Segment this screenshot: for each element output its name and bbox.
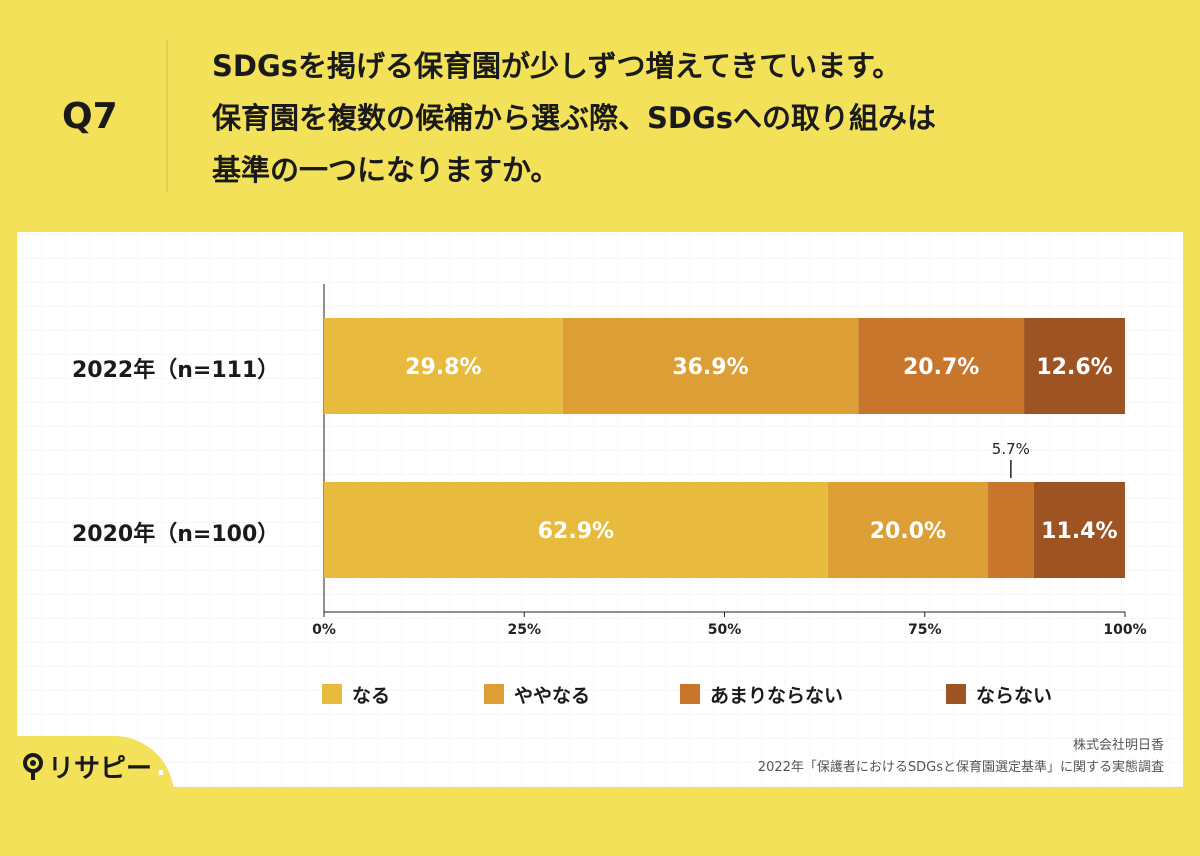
- question-line-3: 基準の一つになりますか。: [212, 153, 560, 187]
- question-line-1: SDGsを掲げる保育園が少しずつ増えてきています。: [212, 49, 902, 83]
- data-label-1-1: 20.0%: [870, 519, 946, 544]
- credit-company: 株式会社明日香: [1072, 738, 1164, 753]
- legend-item-naranai: ならない: [946, 682, 1053, 707]
- legend-swatch-amarinaranai: [680, 684, 700, 704]
- legend-item-yayanaru: ややなる: [484, 682, 591, 707]
- bar-segment-0-2: [858, 318, 1025, 414]
- legend-label-yayanaru: ややなる: [514, 684, 591, 707]
- bar-segment-0-0: [324, 318, 563, 414]
- legend-label-amarinaranai: あまりならない: [710, 684, 844, 707]
- risapi-logo: リサピー .: [22, 748, 166, 785]
- pin-icon: [23, 752, 43, 780]
- x-tick-label-3: 75%: [908, 622, 942, 638]
- row-label-2022: 2022年（n=111）: [72, 358, 280, 383]
- question-text: SDGsを掲げる保育園が少しずつ増えてきています。 保育園を複数の候補から選ぶ際…: [212, 40, 1152, 196]
- x-tick-label-1: 25%: [507, 622, 541, 638]
- legend-swatch-yayanaru: [484, 684, 504, 704]
- data-label-0-1: 36.9%: [672, 355, 748, 380]
- logo-text: リサピー: [48, 754, 153, 784]
- question-number: Q7: [62, 96, 118, 137]
- bar-segment-1-0: [324, 482, 828, 578]
- data-label-0-0: 29.8%: [405, 355, 481, 380]
- bar-segment-0-3: [1024, 318, 1125, 414]
- data-label-0-2: 20.7%: [903, 355, 979, 380]
- data-label-1-0: 62.9%: [538, 519, 614, 544]
- stacked-bar-chart: 0% 25% 50% 75% 100% 29.8% 36.9% 20.7% 12.6% 62.9%…: [312, 284, 1147, 638]
- legend-swatch-naranai: [946, 684, 966, 704]
- row-label-2020: 2020年（n=100）: [72, 522, 280, 547]
- question-line-2: 保育園を複数の候補から選ぶ際、SDGsへの取り組みは: [212, 101, 937, 135]
- data-label-1-2: 5.7%: [992, 440, 1030, 458]
- legend-label-naru: なる: [352, 684, 391, 707]
- x-tick-label-4: 100%: [1103, 622, 1146, 638]
- credit-survey: 2022年「保護者におけるSDGsと保育園選定基準」に関する実態調査: [757, 760, 1164, 775]
- legend-item-amarinaranai: あまりならない: [680, 682, 844, 707]
- x-tick-label-0: 0%: [312, 622, 336, 638]
- logo-dot: .: [156, 751, 166, 782]
- legend-swatch-naru: [322, 684, 342, 704]
- data-label-1-3: 11.4%: [1041, 519, 1117, 544]
- bar-segment-1-2: [988, 482, 1034, 578]
- x-tick-label-2: 50%: [708, 622, 742, 638]
- legend-label-naranai: ならない: [976, 684, 1053, 707]
- legend-item-naru: なる: [322, 682, 391, 707]
- bar-segment-0-1: [562, 318, 859, 414]
- bar-segment-1-1: [827, 482, 989, 578]
- data-label-0-3: 12.6%: [1036, 355, 1112, 380]
- question-divider: [166, 40, 168, 192]
- bar-segment-1-3: [1033, 482, 1125, 578]
